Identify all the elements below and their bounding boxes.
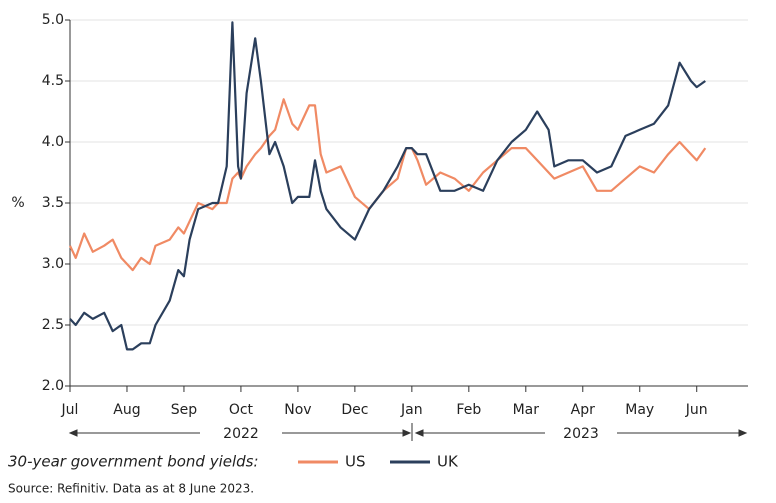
x-tick-label: Apr — [571, 402, 595, 418]
y-tick-label: 4.5 — [42, 73, 64, 89]
legend-label: US — [345, 453, 366, 471]
y-tick-label: 2.5 — [42, 317, 64, 333]
y-axis-label: % — [11, 195, 24, 211]
y-tick-label: 5.0 — [42, 12, 64, 28]
source: Source: Refinitiv. Data as at 8 June 202… — [8, 482, 254, 496]
legend-title: 30-year government bond yields: — [8, 453, 259, 471]
x-tick-label: Sep — [171, 402, 198, 418]
x-tick-label: Aug — [113, 402, 140, 418]
line-us — [69, 98, 707, 272]
y-tick-label: 3.0 — [42, 256, 64, 272]
y-tick-label: 3.5 — [42, 195, 64, 211]
year-label: 2023 — [563, 426, 599, 442]
x-tick-label: Dec — [341, 402, 368, 418]
x-tick-label: Jan — [400, 402, 423, 418]
x-tick-label: Jul — [61, 402, 79, 418]
year-arrows — [68, 423, 748, 441]
x-tick-label: Feb — [456, 402, 481, 418]
x-tick-label: May — [625, 402, 654, 418]
legend-label: UK — [437, 453, 459, 471]
year-label: 2022 — [223, 426, 259, 442]
x-tick-label: Jun — [685, 402, 708, 418]
x-tick-label: Oct — [229, 402, 254, 418]
y-tick-label: 4.0 — [42, 134, 64, 150]
x-tick-label: Nov — [284, 402, 311, 418]
x-tick-label: Mar — [513, 402, 540, 418]
line-uk — [69, 21, 706, 351]
y-tick-label: 2.0 — [42, 378, 64, 394]
